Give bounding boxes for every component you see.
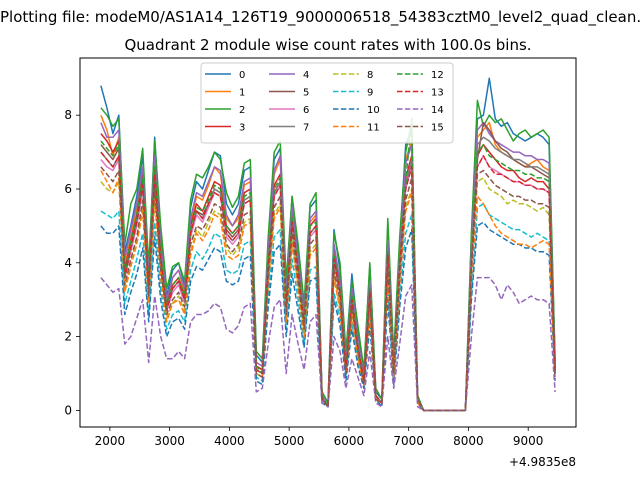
series-line-1 [100, 114, 556, 412]
y-tick-label: 6 [64, 182, 72, 196]
legend-label-5: 5 [303, 88, 309, 99]
ticks-layer: 2000 3000 4000 5000 6000 7000 8000 9000 0 2 4 6 8 [64, 108, 543, 448]
figure-suptitle: Plotting file: modeM0/AS1A14_126T19_9000… [0, 8, 640, 26]
series-line-4 [100, 121, 556, 412]
series-line-2 [100, 99, 556, 412]
x-tick-label: 9000 [513, 434, 544, 448]
series-layer [100, 77, 556, 412]
series-line-7 [100, 136, 556, 412]
legend-label-10: 10 [367, 105, 380, 116]
x-tick-label: 3000 [154, 434, 185, 448]
y-tick-label: 4 [64, 256, 72, 270]
legend-label-8: 8 [367, 70, 373, 81]
x-tick-label: 8000 [453, 434, 484, 448]
y-tick-label: 2 [64, 330, 72, 344]
x-tick-label: 4000 [214, 434, 245, 448]
x-tick-label: 7000 [393, 434, 424, 448]
legend-label-9: 9 [367, 88, 373, 99]
chart-title: Quadrant 2 module wise count rates with … [124, 36, 532, 54]
legend-label-11: 11 [367, 123, 380, 134]
axes-frame [79, 57, 577, 428]
y-tick-label: 8 [64, 108, 72, 122]
legend-label-15: 15 [431, 123, 444, 134]
series-line-5 [100, 121, 556, 412]
legend-label-14: 14 [431, 105, 444, 116]
legend-label-3: 3 [239, 123, 245, 134]
y-tick-label: 0 [64, 403, 72, 417]
series-line-14 [100, 276, 556, 412]
x-tick-label: 6000 [334, 434, 365, 448]
legend-label-7: 7 [303, 123, 309, 134]
legend-label-13: 13 [431, 88, 444, 99]
legend-box [200, 62, 454, 144]
legend-label-6: 6 [303, 105, 309, 116]
legend-label-4: 4 [303, 70, 309, 81]
legend-label-1: 1 [239, 88, 245, 99]
legend-label-0: 0 [239, 70, 245, 81]
legend-label-12: 12 [431, 70, 444, 81]
x-tick-label: 2000 [95, 434, 126, 448]
x-tick-label: 5000 [274, 434, 305, 448]
legend-label-2: 2 [239, 105, 245, 116]
x-offset-label: +4.9835e8 [509, 455, 576, 469]
